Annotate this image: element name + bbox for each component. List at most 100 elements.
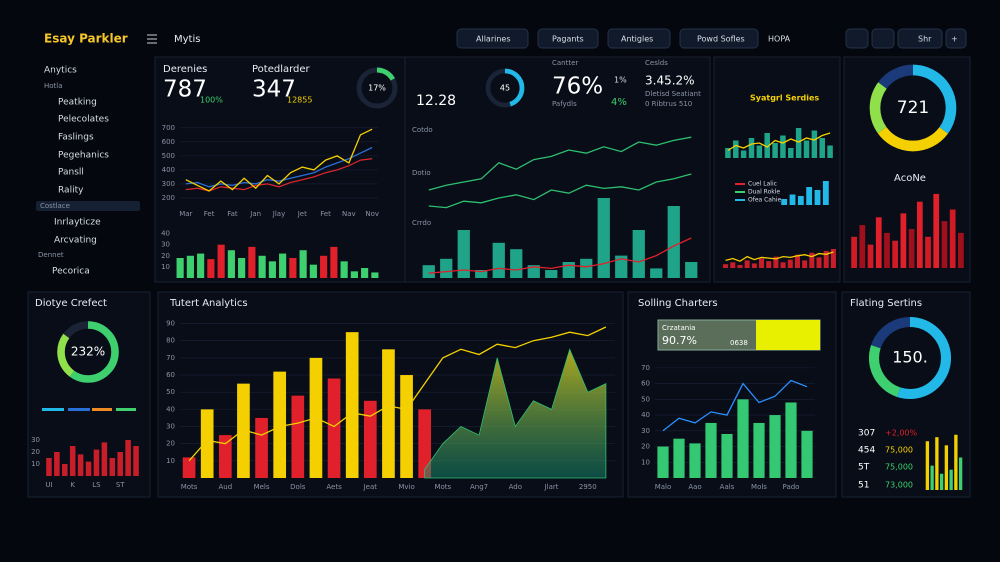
table-cell: +2,00% (885, 429, 918, 438)
y-tick-label: 300 (162, 180, 175, 188)
x-tick-label: LS (92, 481, 101, 489)
bar (751, 263, 757, 268)
y-tick-label: 20 (166, 440, 175, 448)
line (428, 237, 692, 274)
panel (713, 56, 841, 283)
bar (186, 255, 194, 278)
bar (46, 458, 52, 476)
bar (949, 209, 956, 268)
menu-icon[interactable] (147, 34, 157, 44)
x-tick-label: Jlart (544, 483, 559, 491)
card-code: 0638 (730, 339, 748, 347)
bar (330, 246, 338, 278)
x-tick-label: UI (45, 481, 52, 489)
x-tick-label: Malo (655, 483, 672, 491)
bar (69, 446, 76, 476)
tab-label[interactable]: Allarines (476, 35, 511, 44)
line (662, 379, 808, 432)
bar (772, 143, 778, 158)
tool-button[interactable] (871, 28, 895, 49)
bar (689, 443, 701, 478)
y-tick-label: 60 (166, 371, 175, 379)
y-tick-label: 30 (31, 436, 40, 444)
nav-item[interactable]: Inrlayticze (54, 218, 101, 228)
nav-item[interactable]: Faslings (58, 133, 94, 143)
x-tick-label: Nav (342, 210, 356, 218)
bar (925, 236, 931, 268)
bar (827, 145, 833, 158)
bar (748, 138, 755, 158)
y-tick-label: 200 (162, 194, 175, 202)
bar (744, 260, 750, 268)
bar (117, 452, 123, 476)
add-icon[interactable]: + (951, 35, 958, 44)
nav-item[interactable]: Peatking (58, 98, 97, 108)
bar (54, 452, 60, 476)
bar (440, 258, 453, 278)
legend-label: Ofea Cahie (748, 197, 781, 204)
bar (101, 442, 108, 476)
panel-title: Syatgrl Serdies (750, 94, 819, 103)
y-tick-label: 50 (641, 395, 650, 403)
x-tick-label: Mots (181, 483, 198, 491)
bar (925, 441, 930, 490)
bar (816, 257, 822, 268)
card-label: Crzatania (662, 324, 695, 332)
tab[interactable] (679, 28, 759, 49)
bar (197, 253, 205, 278)
bar (780, 135, 786, 158)
bar (769, 415, 781, 478)
share-button[interactable] (897, 28, 943, 49)
bar (279, 253, 287, 278)
bar (182, 457, 196, 478)
nav-item[interactable]: Arcvating (54, 236, 97, 246)
bar (811, 130, 818, 158)
bar (859, 225, 866, 268)
panel (404, 56, 711, 283)
share-label[interactable]: Shr (918, 35, 932, 44)
bar (227, 250, 235, 278)
bar (685, 262, 698, 278)
bar (510, 249, 523, 278)
add-button[interactable] (945, 28, 967, 49)
bar (737, 399, 749, 478)
x-tick-label: Fet (320, 210, 331, 218)
highlight-bar (756, 320, 820, 350)
nav-title[interactable]: Anytics (44, 66, 77, 76)
bar (916, 201, 923, 268)
nav-item[interactable]: Pelecolates (58, 115, 109, 125)
tab-label[interactable]: Powd Sofles (697, 35, 745, 44)
nav-item[interactable]: Pansll (58, 168, 84, 178)
y-tick-label: 90 (166, 320, 175, 328)
y-tick-label: 400 (162, 166, 175, 174)
bar (545, 270, 558, 278)
tab-label[interactable]: Pagants (552, 35, 584, 44)
tab-label[interactable]: Antigles (621, 35, 653, 44)
x-tick-label: K (70, 481, 75, 489)
side-label: Dotio (412, 169, 431, 177)
stat-value: 76% (552, 74, 603, 100)
bar (939, 473, 944, 490)
panel-title: Solling Charters (638, 298, 718, 309)
bar (371, 272, 379, 278)
tab[interactable] (607, 28, 671, 49)
legend-swatch (735, 199, 745, 201)
nav-section: Dennet (38, 251, 64, 259)
y-tick-label: 70 (641, 364, 650, 372)
nav-item[interactable]: Pecorica (52, 267, 90, 277)
nav-item[interactable]: Rality (58, 186, 84, 196)
side-label: Cotdo (412, 126, 433, 134)
bar (823, 250, 829, 268)
y-tick-label: 20 (31, 448, 40, 456)
tab[interactable] (537, 28, 599, 49)
donut-segment (868, 316, 952, 400)
nav-item[interactable]: Pegehanics (58, 151, 109, 161)
donut-center: 150. (892, 348, 928, 367)
area (424, 348, 607, 479)
tab[interactable] (456, 28, 529, 49)
tab-label[interactable]: HOPA (768, 35, 791, 44)
line (185, 128, 373, 192)
x-tick-label: Jan (249, 210, 261, 218)
edit-button[interactable] (845, 28, 869, 49)
